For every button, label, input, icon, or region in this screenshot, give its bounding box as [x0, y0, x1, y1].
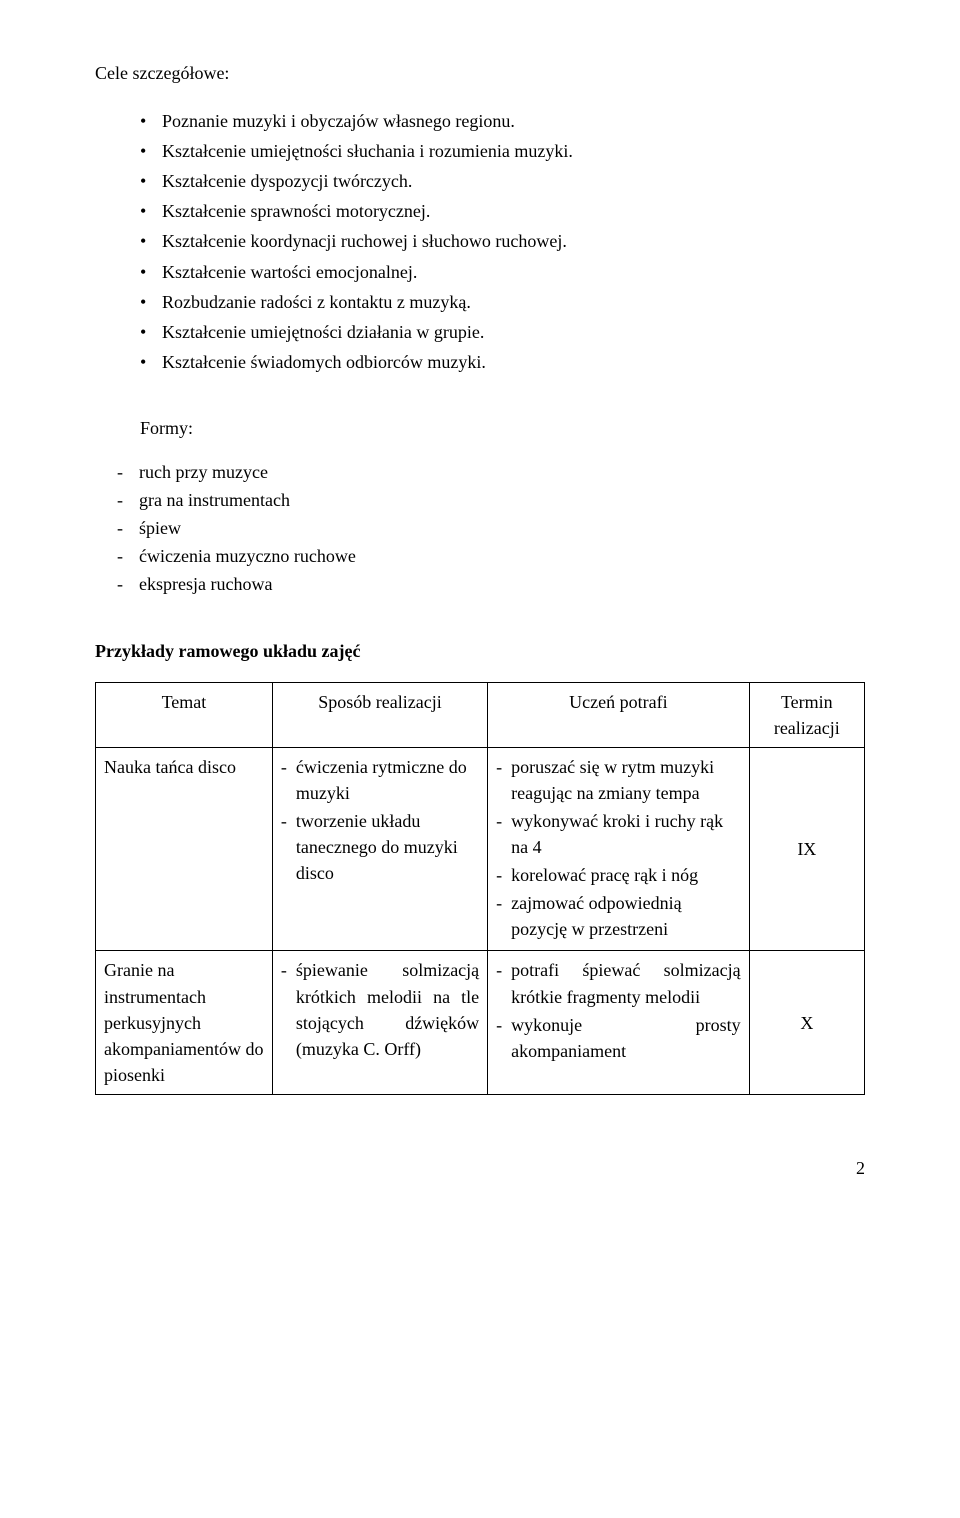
list-item: Rozbudzanie radości z kontaktu z muzyką. [140, 289, 865, 315]
list-item: Kształcenie umiejętności słuchania i roz… [140, 138, 865, 164]
list-item: Poznanie muzyki i obyczajów własnego reg… [140, 108, 865, 134]
list-item: śpiew [117, 515, 865, 541]
schedule-table: Temat Sposób realizacji Uczeń potrafi Te… [95, 682, 865, 1095]
list-item: Kształcenie umiejętności działania w gru… [140, 319, 865, 345]
table-row: Nauka tańca disco ćwiczenia rytmiczne do… [96, 747, 865, 951]
formy-heading: Formy: [95, 415, 865, 441]
list-item: wykonuje prosty akompaniament [496, 1012, 740, 1064]
list-item: zajmować odpowiednią pozycję w przestrze… [496, 890, 740, 942]
col-potrafi: Uczeń potrafi [488, 682, 749, 747]
list-item: gra na instrumentach [117, 487, 865, 513]
cell-potrafi: poruszać się w rytm muzyki reagując na z… [488, 747, 749, 951]
formy-list: ruch przy muzyce gra na instrumentach śp… [95, 459, 865, 597]
cell-termin: X [749, 951, 864, 1094]
list-item: Kształcenie koordynacji ruchowej i słuch… [140, 228, 865, 254]
col-termin: Termin realizacji [749, 682, 864, 747]
cell-sposob: śpiewanie solmizacją krótkich melodii na… [272, 951, 487, 1094]
col-sposob: Sposób realizacji [272, 682, 487, 747]
cell-sposob: ćwiczenia rytmiczne do muzyki tworzenie … [272, 747, 487, 951]
page-number: 2 [95, 1155, 865, 1181]
list-item: tworzenie układu tanecznego do muzyki di… [281, 808, 479, 886]
col-temat: Temat [96, 682, 273, 747]
cell-potrafi: potrafi śpiewać solmizacją krótkie fragm… [488, 951, 749, 1094]
list-item: wykonywać kroki i ruchy rąk na 4 [496, 808, 740, 860]
cell-temat: Nauka tańca disco [96, 747, 273, 951]
cell-termin: IX [749, 747, 864, 951]
list-item: ćwiczenia muzyczno ruchowe [117, 543, 865, 569]
list-item: poruszać się w rytm muzyki reagując na z… [496, 754, 740, 806]
list-item: Kształcenie sprawności motorycznej. [140, 198, 865, 224]
table-heading: Przykłady ramowego układu zajęć [95, 638, 865, 664]
list-item: Kształcenie świadomych odbiorców muzyki. [140, 349, 865, 375]
list-item: potrafi śpiewać solmizacją krótkie fragm… [496, 957, 740, 1009]
table-row: Granie na instrumentach perkusyjnych ako… [96, 951, 865, 1094]
table-header-row: Temat Sposób realizacji Uczeń potrafi Te… [96, 682, 865, 747]
goals-list: Poznanie muzyki i obyczajów własnego reg… [95, 108, 865, 375]
list-item: ruch przy muzyce [117, 459, 865, 485]
list-item: ćwiczenia rytmiczne do muzyki [281, 754, 479, 806]
goals-heading: Cele szczegółowe: [95, 60, 865, 86]
cell-temat: Granie na instrumentach perkusyjnych ako… [96, 951, 273, 1094]
list-item: ekspresja ruchowa [117, 571, 865, 597]
list-item: śpiewanie solmizacją krótkich melodii na… [281, 957, 479, 1061]
list-item: Kształcenie dyspozycji twórczych. [140, 168, 865, 194]
list-item: korelować pracę rąk i nóg [496, 862, 740, 888]
list-item: Kształcenie wartości emocjonalnej. [140, 259, 865, 285]
